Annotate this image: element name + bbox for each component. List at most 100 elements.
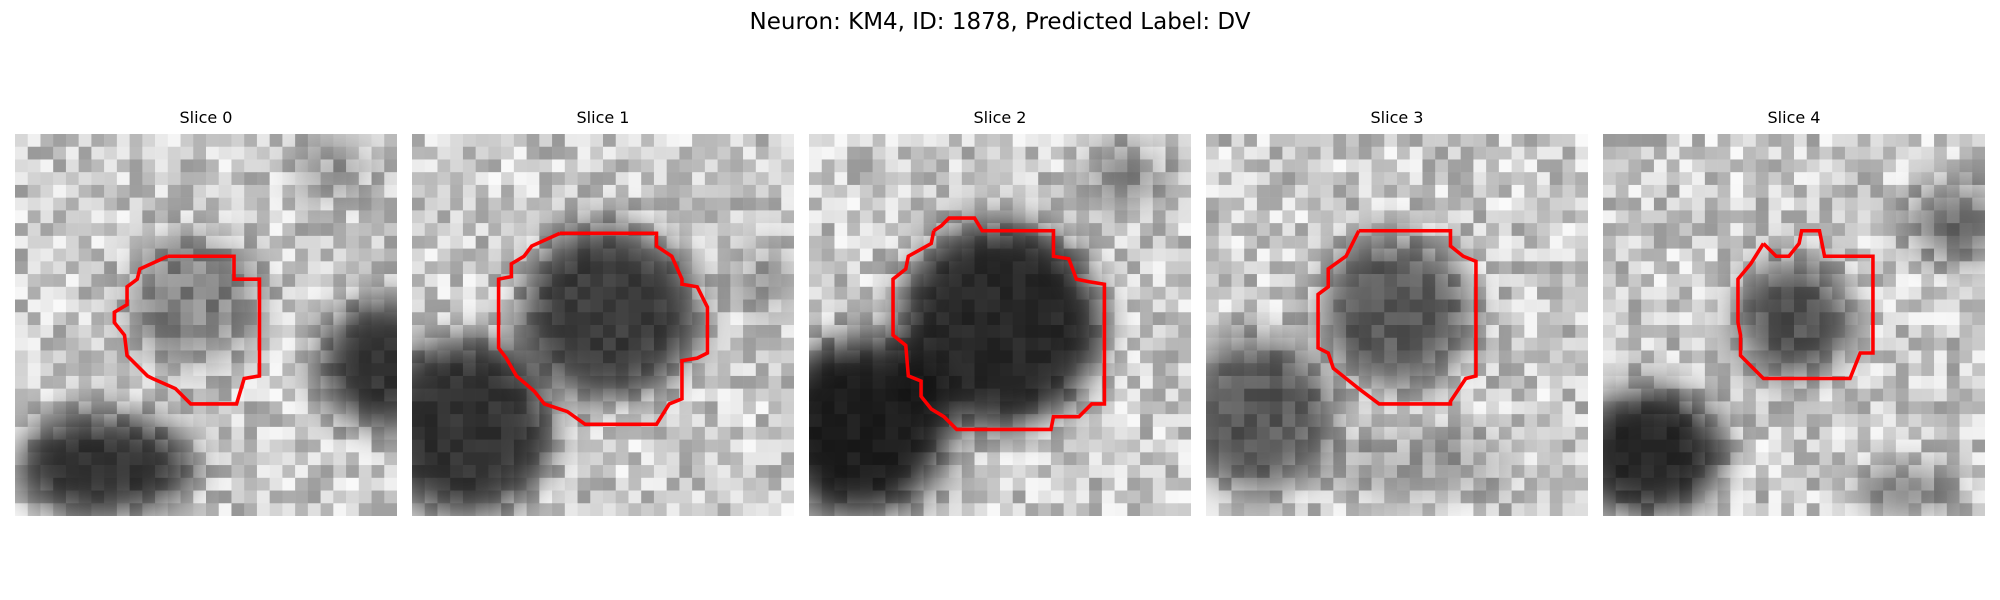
pixel [193, 197, 207, 211]
pixel [834, 146, 848, 160]
pixel [1704, 312, 1718, 326]
pixel [1575, 184, 1588, 198]
pixel [692, 465, 706, 479]
pixel [653, 465, 667, 479]
pixel [1819, 439, 1833, 453]
pixel [15, 503, 28, 516]
pixel [821, 286, 835, 300]
pixel [1692, 286, 1706, 300]
pixel [1844, 134, 1858, 147]
pixel [1679, 363, 1693, 377]
pixel [1038, 452, 1052, 466]
pixel [1921, 299, 1935, 313]
pixel [704, 452, 718, 466]
pixel [91, 134, 105, 147]
pixel [1653, 210, 1667, 224]
pixel [65, 325, 79, 338]
pixel [1307, 465, 1321, 479]
pixel [1946, 375, 1960, 389]
pixel [53, 261, 67, 275]
pixel [1641, 223, 1655, 237]
pixel [1295, 325, 1309, 338]
pixel [755, 490, 769, 504]
pixel [1641, 172, 1655, 186]
pixel [1730, 248, 1744, 262]
pixel [437, 312, 451, 326]
pixel [730, 299, 744, 313]
pixel [1857, 465, 1871, 479]
pixel [142, 223, 156, 237]
pixel [577, 477, 591, 491]
pixel [244, 477, 258, 491]
pixel [1972, 172, 1985, 186]
pixel [1295, 490, 1309, 504]
pixel [1076, 210, 1090, 224]
pixel [206, 184, 219, 198]
pixel [1089, 235, 1103, 249]
pixel [1806, 159, 1820, 173]
pixel [78, 401, 92, 415]
pixel [1641, 375, 1655, 389]
pixel [1946, 452, 1960, 466]
pixel [1628, 375, 1642, 389]
pixel [1717, 235, 1731, 249]
pixel [1806, 477, 1820, 491]
pixel [371, 286, 385, 300]
pixel [1628, 350, 1642, 364]
pixel [1295, 503, 1309, 516]
pixel [781, 325, 794, 338]
pixel [1717, 363, 1731, 377]
pixel [295, 261, 309, 275]
pixel [1549, 134, 1563, 147]
pixel [1537, 465, 1551, 479]
pixel [244, 350, 258, 364]
pixel [358, 503, 372, 516]
pixel [1730, 490, 1744, 504]
pixel [1615, 312, 1629, 326]
pixel [1101, 477, 1115, 491]
pixel [1819, 223, 1833, 237]
pixel [1127, 465, 1141, 479]
pixel [1498, 312, 1512, 326]
pixel [346, 477, 360, 491]
pixel [333, 210, 347, 224]
pixel [371, 159, 385, 173]
pixel [1562, 401, 1576, 415]
pixel [1409, 414, 1423, 428]
pixel [206, 197, 219, 211]
pixel [424, 159, 438, 173]
pixel [1333, 159, 1347, 173]
pixel [1256, 286, 1270, 300]
pixel [1473, 172, 1487, 186]
pixel [1844, 286, 1858, 300]
pixel [1089, 503, 1103, 516]
pixel [333, 465, 347, 479]
pixel [218, 134, 232, 147]
pixel [282, 172, 296, 186]
pixel [1743, 490, 1757, 504]
pixel [1959, 299, 1973, 313]
pixel [1549, 350, 1563, 364]
pixel [1666, 325, 1680, 338]
pixel [641, 172, 655, 186]
pixel [1549, 172, 1563, 186]
pixel [910, 146, 924, 160]
pixel [1076, 172, 1090, 186]
pixel [1050, 159, 1064, 173]
pixel [910, 197, 924, 211]
pixel [256, 490, 270, 504]
pixel [1575, 172, 1588, 186]
pixel [859, 159, 873, 173]
pixel [885, 146, 899, 160]
pixel [206, 439, 219, 453]
pixel [1768, 159, 1782, 173]
pixel [1409, 503, 1423, 516]
pixel [1063, 184, 1077, 198]
pixel [872, 325, 886, 338]
pixel [936, 159, 950, 173]
pixel [1140, 401, 1154, 415]
pixel [1717, 325, 1731, 338]
pixel [15, 146, 28, 160]
pixel [1460, 184, 1474, 198]
pixel [53, 337, 67, 351]
